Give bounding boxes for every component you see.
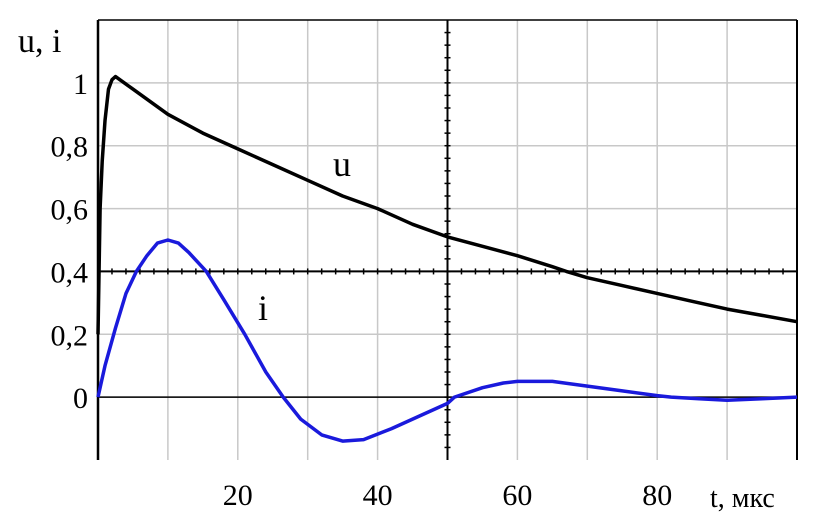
y-tick-label: 0 (73, 382, 88, 415)
x-tick-label: 40 (363, 479, 393, 512)
y-tick-label: 0,4 (51, 256, 89, 289)
x-tick-label: 20 (223, 479, 253, 512)
y-tick-label: 0,8 (51, 131, 89, 164)
series-label-u: u (333, 144, 351, 184)
tick-labels: 20 40 60 80 0 0,2 0,4 0,6 0,8 1 (51, 68, 673, 512)
x-tick-label: 80 (642, 479, 672, 512)
x-tick-label: 60 (502, 479, 532, 512)
series-label-i: i (258, 288, 268, 328)
series-line-u (96, 74, 798, 335)
y-axis-label: u, i (18, 23, 61, 60)
x-axis-label: t, мкс (710, 483, 775, 514)
y-tick-label: 1 (73, 68, 88, 101)
series (96, 74, 798, 443)
series-line-i (96, 238, 798, 443)
y-tick-label: 0,6 (51, 194, 89, 227)
axes (96, 19, 798, 460)
y-tick-label: 0,2 (51, 319, 89, 352)
